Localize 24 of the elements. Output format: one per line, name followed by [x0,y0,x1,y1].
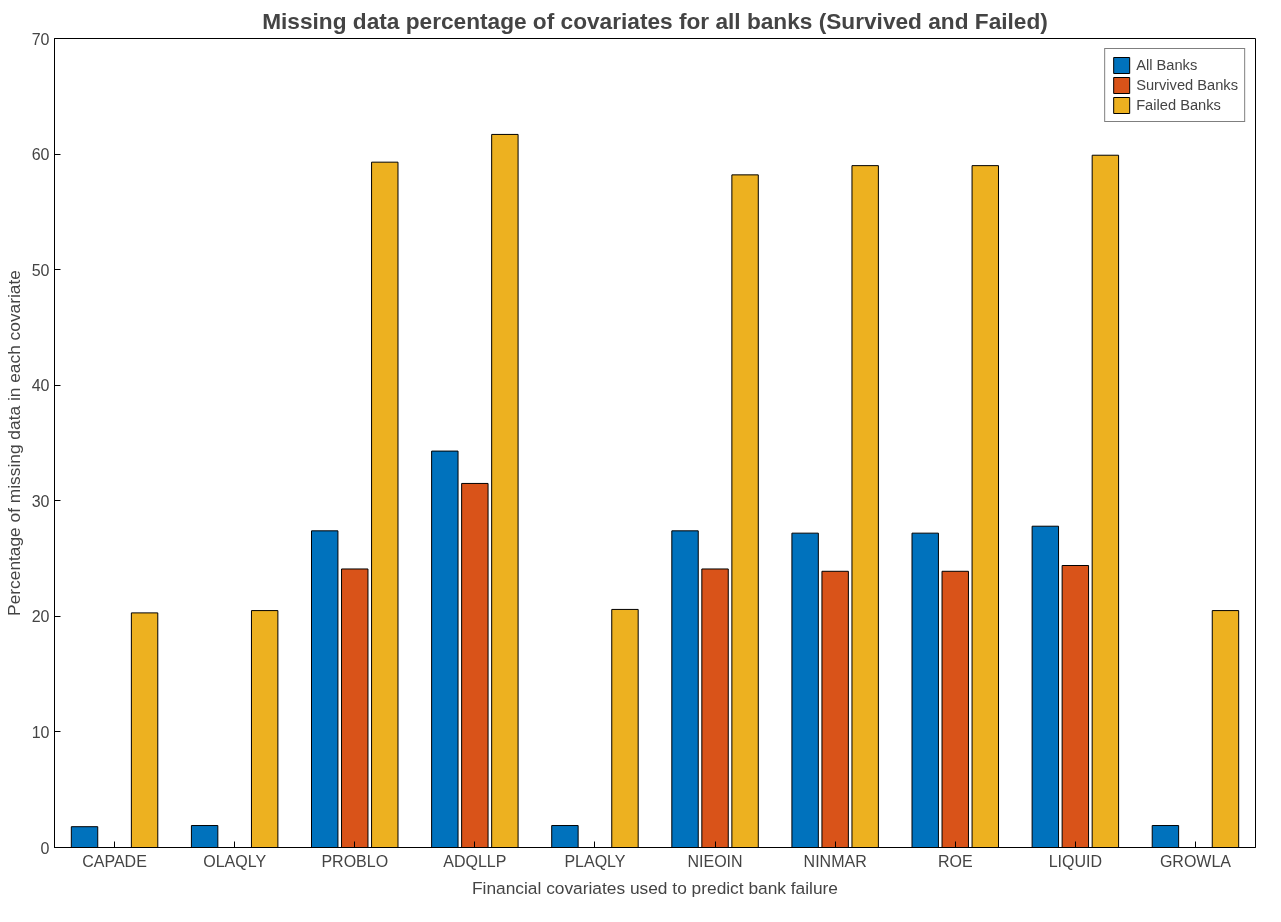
y-tick-label: 0 [40,839,50,857]
x-tick-label: GROWLA [1159,852,1232,870]
x-axis-title: Financial covariates used to predict bank failure [471,877,839,898]
x-tick-label: NIEOIN [687,852,743,870]
y-tick-label: 50 [31,261,50,279]
legend-label: Survived Banks [1136,77,1238,93]
y-tick-label: 70 [31,30,50,48]
x-tick-label: PROBLO [321,852,389,870]
x-tick-label: NINMAR [803,852,867,870]
y-tick-label: 10 [31,723,50,741]
y-tick-label: 30 [31,492,50,510]
x-tick-label: LIQUID [1048,852,1103,870]
x-tick-label: ADQLLP [443,852,507,870]
x-tick-label: CAPADE [82,852,147,870]
y-tick-label: 20 [31,608,50,626]
x-tick-label: PLAQLY [564,852,626,870]
x-tick-label: OLAQLY [203,852,267,870]
x-tick-label: ROE [937,852,973,870]
chart-title: Missing data percentage of covariates for all banks (Survived and Failed) [262,7,1048,34]
y-axis-title: Percentage of missing data in each covariate [3,270,24,616]
legend-label: All Banks [1136,57,1198,73]
y-tick-label: 40 [31,377,50,395]
y-tick-label: 60 [31,146,50,164]
legend-label: Failed Banks [1136,97,1221,113]
